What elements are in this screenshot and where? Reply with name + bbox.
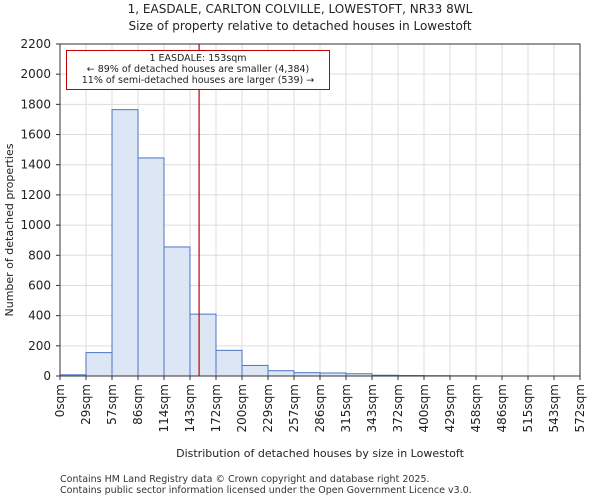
x-tick-label: 286sqm [313,384,327,432]
bar-229sqm [267,370,295,377]
footer-licence: Contains public sector information licen… [60,485,472,496]
chart-title: Size of property relative to detached ho… [128,19,472,33]
annotation-line-larger: 11% of semi-detached houses are larger (… [81,75,315,86]
x-tick-label: 486sqm [495,384,509,432]
bar-57sqm [111,109,139,377]
x-tick-label: 372sqm [391,384,405,432]
x-tick-label: 257sqm [287,384,301,432]
x-tick-label: 315sqm [339,384,353,432]
x-tick-label: 172sqm [209,384,223,432]
bars [59,109,477,377]
y-tick-label: 2200 [20,37,51,51]
bar-86sqm [137,157,165,377]
y-axis-label: Number of detached properties [3,143,16,316]
y-tick-label: 600 [28,278,51,292]
x-tick-label: 229sqm [261,384,275,432]
y-tick-label: 1400 [20,158,51,172]
y-tick-label: 200 [28,339,51,353]
y-tick-label: 2000 [20,67,51,81]
x-tick-label: 400sqm [417,384,431,432]
bar-143sqm [189,313,217,377]
x-tick-label: 86sqm [131,384,145,425]
y-tick-label: 1600 [20,128,51,142]
annotation-box: 1 EASDALE: 153sqm ← 89% of detached hous… [66,50,330,90]
x-tick-label: 515sqm [521,384,535,432]
x-tick-label: 57sqm [105,384,119,425]
bar-200sqm [241,364,269,377]
axes: 0 200 400 600 800 1000 1200 1400 1600 1800 2000 220… [20,37,587,432]
plot-frame [59,43,581,377]
chart-title-address: 1, EASDALE, CARLTON COLVILLE, LOWESTOFT,… [127,2,473,16]
x-tick-label: 114sqm [157,384,171,432]
y-tick-label: 1800 [20,97,51,111]
bar-29sqm [85,352,113,377]
x-tick-label: 29sqm [79,384,93,425]
x-tick-label: 572sqm [573,384,587,432]
x-tick-label: 458sqm [469,384,483,432]
annotation-line-smaller: ← 89% of detached houses are smaller (4,… [86,64,310,75]
bar-172sqm [215,349,243,377]
x-axis-label: Distribution of detached houses by size … [176,447,464,460]
y-tick-label: 800 [28,248,51,262]
x-tick-label: 543sqm [547,384,561,432]
x-tick-label: 143sqm [183,384,197,432]
footer-copyright: Contains HM Land Registry data © Crown c… [60,474,430,485]
y-tick-label: 400 [28,309,51,323]
histogram-chart: 0 200 400 600 800 1000 1200 1400 1600 1800 2000 220… [3,37,587,460]
x-tick-label: 0sqm [53,384,67,417]
y-tick-label: 0 [43,369,51,383]
x-tick-label: 429sqm [443,384,457,432]
x-tick-label: 200sqm [235,384,249,432]
x-tick-label: 343sqm [365,384,379,432]
annotation-line-property: 1 EASDALE: 153sqm [149,53,247,64]
bar-114sqm [163,246,191,377]
y-tick-label: 1000 [20,218,51,232]
y-tick-label: 1200 [20,188,51,202]
